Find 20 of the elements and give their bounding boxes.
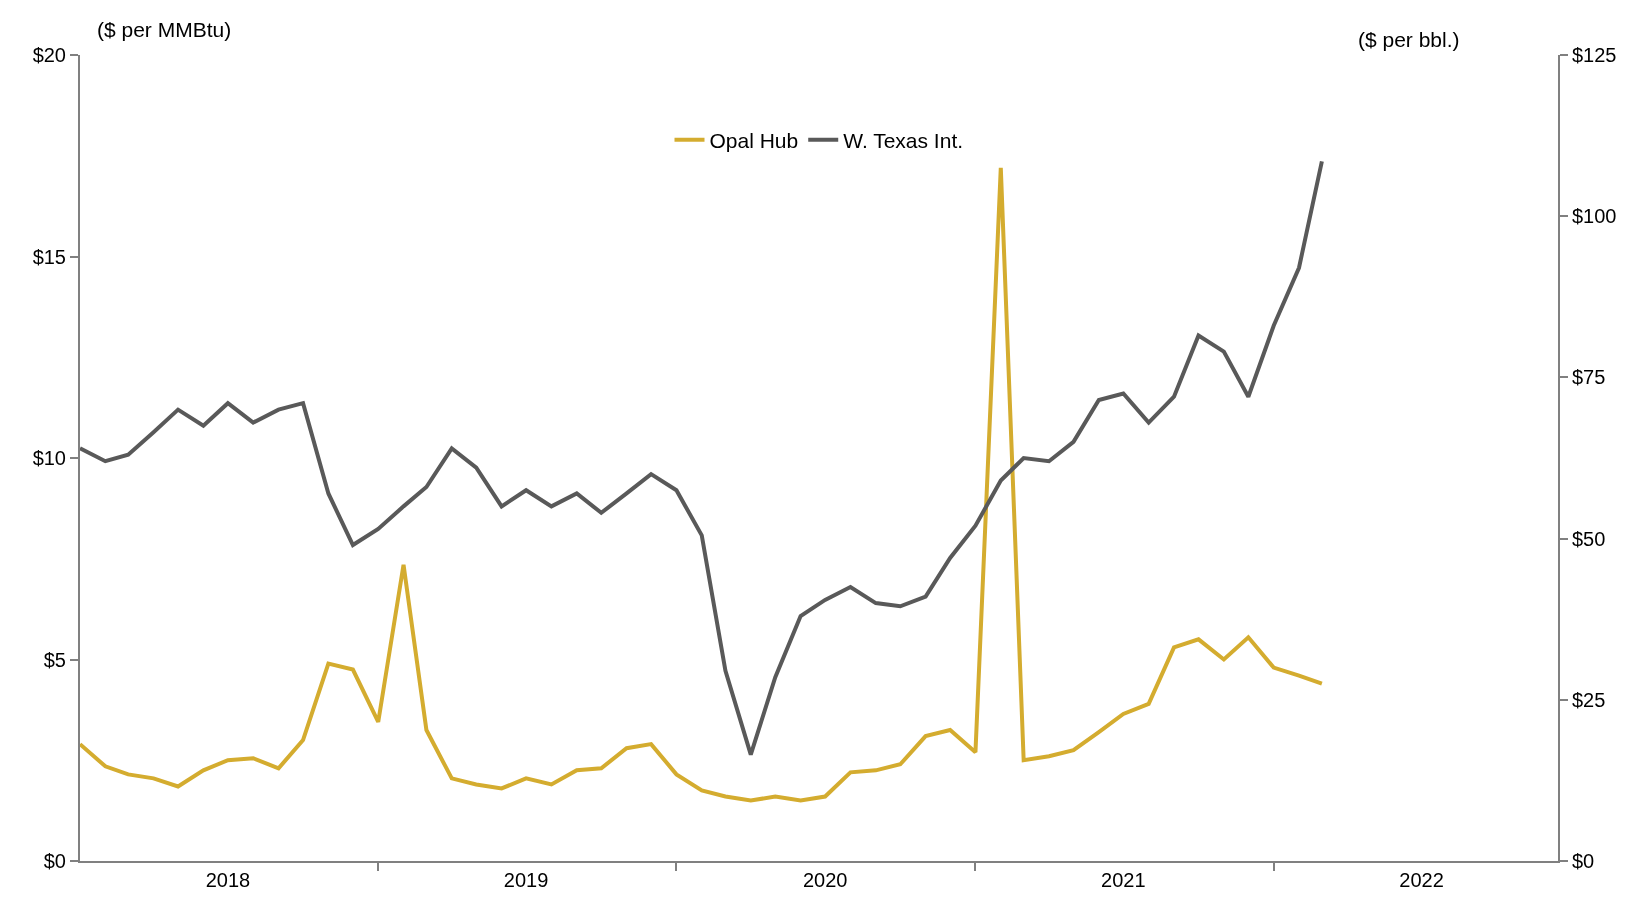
y2-tick-label: $75	[1572, 366, 1606, 389]
legend-label: W. Texas Int.	[843, 128, 964, 152]
y2-tick-label: $125	[1572, 44, 1617, 66]
y-tick-label: $0	[43, 850, 66, 872]
y-tick-label: $15	[32, 245, 66, 268]
y2-tick-label: $50	[1572, 527, 1606, 550]
x-tick-label: 2020	[802, 869, 848, 891]
x-tick-label: 2018	[205, 869, 251, 891]
y2-tick-label: $0	[1572, 850, 1595, 872]
y-tick-label: $5	[43, 648, 66, 671]
y2-tick-label: $100	[1572, 205, 1617, 228]
x-tick-label: 2019	[503, 869, 549, 891]
y-tick-label: $20	[32, 44, 66, 66]
y2-axis-title: ($ per bbl.)	[1358, 28, 1460, 51]
legend-label: Opal Hub	[709, 128, 799, 152]
x-tick-label: 2021	[1101, 869, 1146, 891]
y2-tick-label: $25	[1572, 688, 1606, 711]
y-tick-label: $10	[32, 447, 66, 469]
y-axis-title: ($ per MMBtu)	[97, 18, 232, 41]
x-tick-label: 2022	[1399, 869, 1444, 891]
